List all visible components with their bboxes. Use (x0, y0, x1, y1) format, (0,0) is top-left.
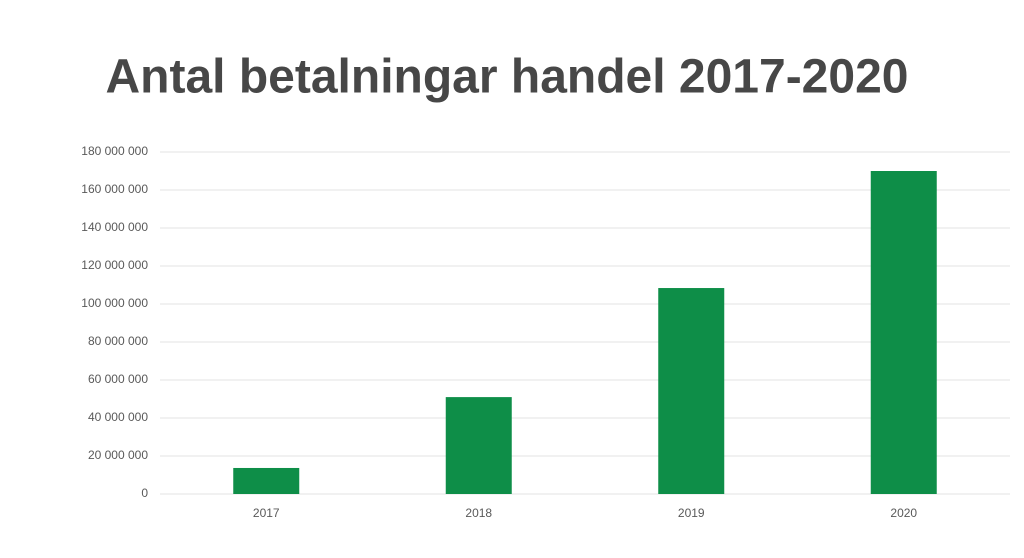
chart-title: Antal betalningar handel 2017-2020 (106, 51, 909, 104)
bar (233, 467, 300, 494)
y-tick-label: 40 000 000 (88, 410, 148, 424)
y-tick-label: 60 000 000 (88, 372, 148, 386)
y-tick-label: 0 (141, 486, 148, 500)
y-tick-label: 120 000 000 (81, 258, 148, 272)
x-tick-label: 2018 (465, 506, 492, 520)
y-tick-label: 20 000 000 (88, 448, 148, 462)
x-tick-label: 2020 (890, 506, 917, 520)
x-tick-label: 2017 (253, 506, 280, 520)
bar (870, 171, 937, 494)
bar (658, 288, 725, 494)
y-tick-label: 180 000 000 (81, 144, 148, 158)
y-tick-label: 160 000 000 (81, 182, 148, 196)
y-tick-label: 80 000 000 (88, 334, 148, 348)
y-tick-label: 100 000 000 (81, 296, 148, 310)
x-tick-label: 2019 (678, 506, 705, 520)
bar (445, 397, 512, 494)
y-tick-label: 140 000 000 (81, 220, 148, 234)
